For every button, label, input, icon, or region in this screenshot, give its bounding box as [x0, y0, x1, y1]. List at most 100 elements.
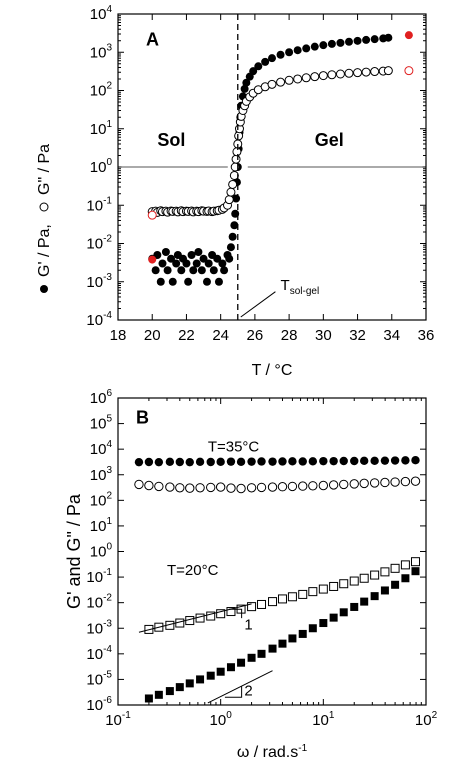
data-point	[302, 44, 311, 53]
data-point	[195, 483, 205, 493]
data-point	[268, 457, 277, 466]
data-point	[359, 478, 369, 489]
panel-b-slope-guides	[138, 603, 273, 704]
data-point	[209, 266, 218, 275]
data-point	[380, 586, 389, 595]
data-point	[298, 481, 308, 491]
data-point	[411, 567, 420, 576]
x-tick-label: 102	[415, 710, 438, 729]
data-point	[353, 68, 363, 78]
data-point	[401, 456, 410, 465]
slope-1-triangle	[228, 608, 243, 619]
data-point	[350, 602, 359, 611]
slope-1-line	[138, 603, 252, 633]
data-point	[247, 602, 257, 612]
data-point	[359, 573, 369, 583]
y-tick-label: 104	[90, 439, 113, 458]
y-tick-label: 10-4	[86, 310, 112, 329]
panel-b-y-axis-label: G' and G" / Pa	[64, 493, 84, 609]
legend-g-prime-marker	[40, 285, 48, 293]
data-point	[277, 482, 288, 492]
data-point	[216, 609, 226, 619]
data-point	[380, 477, 390, 488]
panel-b-marks	[134, 456, 421, 703]
data-point	[151, 266, 160, 275]
data-point	[380, 456, 390, 465]
data-point	[267, 482, 278, 492]
x-tick-label: 22	[178, 327, 195, 344]
data-point	[383, 66, 393, 76]
tsol-gel-annotation: Tsol-gel	[281, 277, 320, 297]
data-point	[329, 581, 339, 591]
x-tick-label: 32	[349, 327, 366, 344]
data-point	[232, 147, 242, 157]
data-point	[213, 254, 222, 263]
x-tick-label: 30	[315, 327, 332, 344]
data-point	[249, 67, 258, 76]
data-point	[230, 221, 239, 230]
x-tick-label: 34	[383, 327, 400, 344]
y-tick-label: 10-1	[86, 567, 112, 586]
data-point	[185, 483, 195, 493]
legend-g-double-prime-marker	[39, 202, 49, 212]
data-point	[165, 687, 174, 696]
data-point	[154, 481, 164, 492]
data-point	[319, 41, 328, 50]
data-point	[293, 74, 303, 84]
gel-label: Gel	[315, 130, 344, 150]
data-point	[370, 592, 379, 601]
data-point	[390, 456, 400, 465]
data-point	[224, 195, 234, 205]
tsol-gel-arrow	[240, 291, 276, 318]
y-tick-label: 10-3	[86, 618, 112, 637]
panel-b-x-label-sup: -1	[298, 743, 307, 754]
data-point	[202, 277, 211, 286]
data-point	[267, 79, 277, 89]
data-point	[308, 481, 318, 491]
tsol-gel-sub: sol-gel	[290, 286, 319, 297]
data-point	[339, 456, 348, 466]
data-point	[153, 251, 162, 260]
data-point	[404, 66, 414, 76]
data-point	[327, 39, 336, 48]
data-point	[204, 259, 213, 268]
data-point	[293, 46, 302, 55]
data-point	[218, 259, 227, 268]
panel-a-y-label-g-prime: G' / Pa,	[36, 224, 53, 277]
data-point	[390, 563, 400, 573]
data-point	[268, 54, 276, 63]
data-point	[370, 570, 380, 580]
data-point	[247, 457, 256, 466]
data-point	[318, 480, 329, 491]
data-point	[206, 611, 216, 621]
data-point	[298, 457, 307, 466]
data-point	[256, 482, 267, 493]
data-point	[175, 483, 185, 493]
data-point	[237, 658, 246, 667]
data-point	[268, 597, 278, 607]
data-point	[310, 72, 320, 82]
data-point	[147, 210, 157, 220]
panel-b-x-label-main: ω / rad.s	[237, 744, 298, 761]
data-point	[298, 589, 308, 599]
data-point	[242, 78, 251, 87]
data-point	[197, 266, 206, 275]
data-point	[370, 456, 379, 466]
data-point	[308, 624, 317, 633]
data-point	[410, 557, 420, 567]
data-point	[318, 584, 328, 594]
data-point	[411, 456, 420, 465]
data-point	[349, 576, 359, 586]
data-point	[257, 599, 267, 609]
data-point	[175, 457, 185, 467]
data-point	[168, 277, 177, 286]
panel-b-x-axis-label: ω / rad.s-1	[237, 743, 308, 761]
x-tick-label: 36	[418, 327, 435, 344]
data-point	[335, 69, 345, 79]
data-point	[349, 479, 359, 489]
data-point	[154, 457, 164, 467]
data-point	[288, 634, 297, 643]
y-tick-label: 10-6	[86, 695, 112, 714]
data-point	[319, 619, 328, 628]
